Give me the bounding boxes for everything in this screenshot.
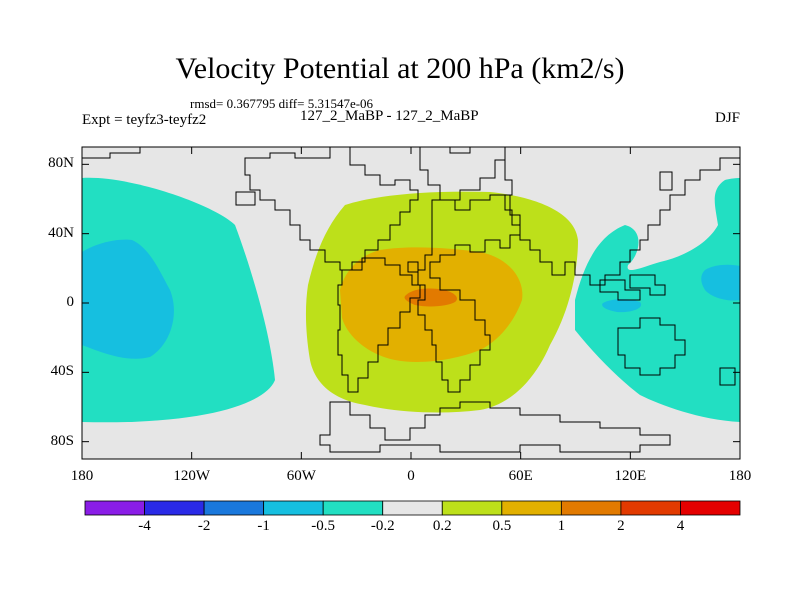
coastline <box>337 257 421 393</box>
plot-title: Velocity Potential at 200 hPa (km2/s) <box>175 52 625 85</box>
contour-region <box>82 177 275 423</box>
colorbar-swatch <box>560 500 622 516</box>
run-label: 127_2_MaBP - 127_2_MaBP <box>300 108 479 124</box>
contour-region <box>575 178 740 422</box>
colorbar-swatch <box>84 500 145 516</box>
colorbar-label: 0.5 <box>492 518 512 534</box>
colorbar-swatch <box>382 500 443 516</box>
colorbar-swatch <box>680 500 741 516</box>
colorbar-label: -0.2 <box>370 518 395 534</box>
coastline <box>407 261 419 273</box>
contour-region <box>701 264 740 301</box>
axis-ticks <box>81 147 741 459</box>
colorbar-swatch <box>501 500 562 516</box>
coastline <box>719 367 736 386</box>
colorbar-swatch <box>441 500 503 516</box>
contour-region <box>602 299 642 313</box>
y-tick-label: 40N <box>48 224 74 241</box>
colorbar-swatch <box>263 500 324 516</box>
colorbar-label: 1 <box>557 518 566 534</box>
stats-text: rmsd= 0.367795 diff= 5.31547e-06 <box>190 96 374 111</box>
coastline <box>419 147 506 201</box>
coastline <box>235 191 256 206</box>
season-label: DJF <box>714 110 740 126</box>
contour-fill <box>82 147 740 453</box>
colorbar <box>84 500 741 516</box>
colorbar-label: 2 <box>617 518 625 534</box>
colorbar-label: -0.5 <box>311 518 336 534</box>
colorbar-swatch <box>620 500 681 516</box>
colorbar-label: -1 <box>257 518 270 534</box>
colorbar-label: -2 <box>197 518 211 534</box>
coastline <box>244 147 419 271</box>
experiment-label: Expt = teyfz3-teyfz2 <box>82 112 207 128</box>
coastline <box>319 401 671 453</box>
coastline <box>629 274 666 296</box>
y-tick-label: 80N <box>48 155 74 172</box>
colorbar-label: 4 <box>676 518 685 534</box>
y-tick-label: 40S <box>50 363 74 380</box>
colorbar-swatch <box>144 500 205 516</box>
colorbar-swatch <box>322 500 384 516</box>
y-tick-label: 80S <box>50 432 74 449</box>
colorbar-label: -4 <box>138 518 151 534</box>
colorbar-label: 0.2 <box>432 518 452 534</box>
x-tick-label: 0 <box>407 468 415 484</box>
coastline <box>504 147 740 286</box>
y-tick-label: 0 <box>66 294 75 310</box>
x-tick-label: 180 <box>728 468 752 484</box>
coastline <box>82 147 141 159</box>
x-tick-label: 120E <box>614 468 647 484</box>
coastlines <box>82 147 740 453</box>
x-tick-label: 120W <box>173 468 210 484</box>
x-tick-label: 180 <box>70 468 94 484</box>
coastline <box>599 279 641 301</box>
coastline <box>659 171 673 191</box>
colorbar-swatch <box>203 500 265 516</box>
contour-region <box>82 239 174 359</box>
x-tick-label: 60E <box>508 468 533 484</box>
coastline <box>617 317 686 376</box>
x-tick-label: 60W <box>286 468 316 484</box>
